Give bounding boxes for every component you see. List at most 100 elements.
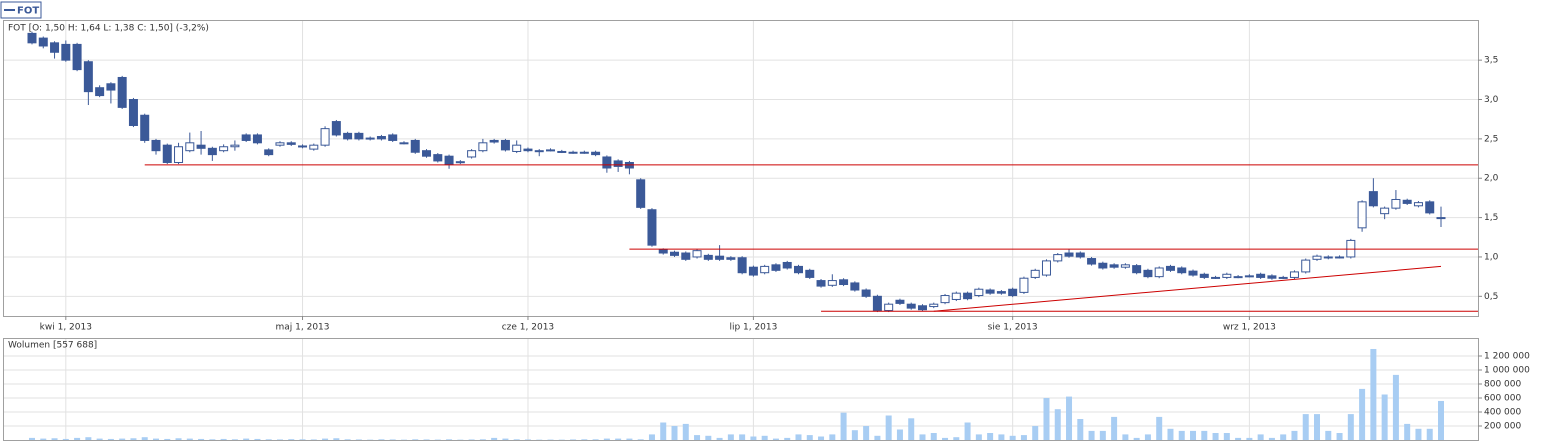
y-tick-label: 1,0 xyxy=(1484,252,1499,262)
volume-bar xyxy=(322,438,329,440)
volume-bar xyxy=(1381,394,1388,440)
candle-body xyxy=(174,146,184,163)
candle-body xyxy=(1402,199,1412,204)
volume-bar xyxy=(953,437,960,440)
volume-bar xyxy=(1144,434,1151,440)
candle-body xyxy=(1278,276,1288,279)
candle-body xyxy=(106,83,116,91)
candle-body xyxy=(27,32,37,44)
volume-bar xyxy=(682,423,689,440)
volume-panel xyxy=(3,338,1479,441)
x-tick-label: kwi 1, 2013 xyxy=(40,323,92,333)
candle-body xyxy=(1075,252,1085,258)
volume-bar xyxy=(739,434,746,440)
candle-body xyxy=(264,149,274,156)
volume-bar xyxy=(468,439,475,440)
volume-bar xyxy=(581,439,588,440)
volume-bar xyxy=(152,438,159,440)
candle-body xyxy=(940,295,950,304)
candle-body xyxy=(1177,267,1187,274)
volume-bar xyxy=(1415,428,1422,440)
volume-bar xyxy=(51,438,58,440)
candle-body xyxy=(162,144,172,163)
candle-body xyxy=(1087,258,1097,265)
volume-bar xyxy=(1190,430,1197,440)
volume-bar xyxy=(40,438,47,440)
y-tick-label: 600 000 xyxy=(1484,393,1521,403)
volume-bar xyxy=(1133,437,1140,440)
candle-body xyxy=(467,150,477,158)
x-tick-label: sie 1, 2013 xyxy=(988,323,1038,333)
candle-body xyxy=(1041,260,1051,276)
candle-body xyxy=(737,257,747,274)
volume-bar xyxy=(1111,416,1118,440)
candle-body xyxy=(1165,265,1175,271)
volume-bar xyxy=(1302,414,1309,440)
candle-body xyxy=(827,280,837,286)
candle-body xyxy=(917,305,927,311)
candle-body xyxy=(568,151,578,154)
volume-bar xyxy=(930,432,937,440)
candle-body xyxy=(252,134,262,144)
volume-bar xyxy=(446,439,453,440)
candle-body xyxy=(1143,269,1153,278)
candle-body xyxy=(726,257,736,260)
volume-bar xyxy=(502,438,509,440)
price-panel xyxy=(3,20,1479,317)
volume-bar xyxy=(637,439,644,440)
candle-body xyxy=(500,139,510,151)
candle-body xyxy=(1256,273,1266,278)
volume-bar xyxy=(1392,374,1399,440)
candle-body xyxy=(1109,264,1119,268)
volume-bar xyxy=(423,439,430,440)
candle-body xyxy=(805,269,815,278)
candle-body xyxy=(1053,254,1063,262)
candle-body xyxy=(1244,275,1254,278)
volume-bar xyxy=(795,434,802,440)
volume-bar xyxy=(1201,430,1208,440)
volume-bar xyxy=(592,439,599,440)
candle-body xyxy=(1098,262,1108,269)
series-tab[interactable] xyxy=(0,1,42,19)
candle-body xyxy=(579,151,589,154)
candle-body xyxy=(872,295,882,311)
volume-bar xyxy=(1054,409,1061,440)
volume-bar xyxy=(818,436,825,440)
candle-body xyxy=(376,136,386,140)
volume-bar xyxy=(1077,418,1084,440)
candle-body xyxy=(1030,269,1040,278)
candle-body xyxy=(1312,255,1322,260)
candle-body xyxy=(974,288,984,297)
volume-bar xyxy=(310,439,317,440)
volume-bar xyxy=(784,437,791,440)
candle-body xyxy=(38,37,48,47)
candle-body xyxy=(309,144,319,150)
volume-bar xyxy=(626,438,633,440)
candle-body xyxy=(1233,276,1243,279)
candle-body xyxy=(692,250,702,258)
volume-bar xyxy=(378,439,385,440)
candle-body xyxy=(83,61,93,93)
volume-bar xyxy=(1178,430,1185,440)
candle-body xyxy=(895,299,905,304)
candle-body xyxy=(1132,265,1142,274)
y-tick-label: 2,0 xyxy=(1484,174,1499,184)
candle-body xyxy=(320,128,330,146)
y-tick-label: 2,5 xyxy=(1484,134,1498,144)
volume-bar xyxy=(96,438,103,440)
volume-bar xyxy=(750,436,757,440)
candle-body xyxy=(636,179,646,208)
candle-body xyxy=(298,145,308,148)
candle-body xyxy=(489,139,499,143)
volume-bar xyxy=(829,434,836,440)
candle-body xyxy=(591,151,601,156)
y-tick-label: 1 200 000 xyxy=(1484,351,1530,361)
volume-bar xyxy=(198,438,205,440)
volume-bar xyxy=(761,435,768,440)
volume-bar xyxy=(694,435,701,440)
volume-bar xyxy=(908,418,915,440)
candle-body xyxy=(196,144,206,149)
volume-bar xyxy=(1291,430,1298,440)
volume-bar xyxy=(141,437,148,440)
